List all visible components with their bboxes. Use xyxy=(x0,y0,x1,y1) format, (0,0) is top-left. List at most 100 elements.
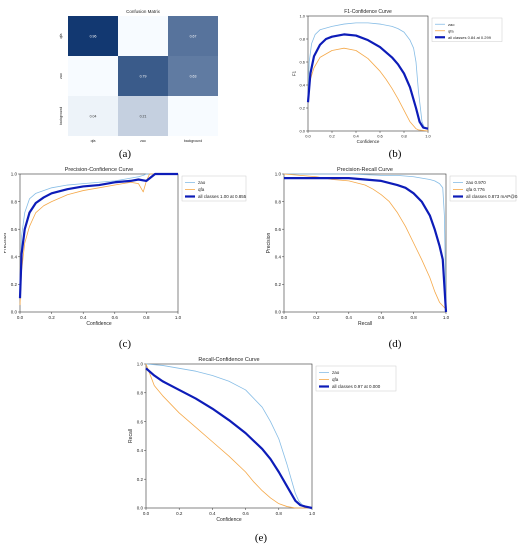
chart-title: Precision-Recall Curve xyxy=(337,167,393,173)
x-tick-label: 0.2 xyxy=(48,315,55,320)
legend-entry: zao xyxy=(332,370,340,375)
x-tick-label: 0.0 xyxy=(281,315,288,320)
x-tick-label: 0.2 xyxy=(176,511,183,516)
y-tick-label: 0.8 xyxy=(275,199,282,204)
chart-title: Recall-Confidence Curve xyxy=(198,357,259,363)
y-tick-label: 0.0 xyxy=(11,310,18,315)
x-axis-label: Recall xyxy=(358,321,372,327)
legend-box xyxy=(315,365,397,392)
series-line-zao xyxy=(145,363,313,509)
series-line-all xyxy=(145,367,313,510)
x-tick-label: 0.8 xyxy=(410,315,417,320)
heatmap-cell-value: 0.79 xyxy=(140,75,147,79)
y-axis-label: Precision xyxy=(4,233,8,254)
heatmap-x-label: background xyxy=(184,139,202,143)
legend-entry: all classes 1.00 at 0.855 xyxy=(198,194,247,199)
heatmap-y-label: background xyxy=(59,107,63,125)
y-tick-label: 0.8 xyxy=(11,199,18,204)
y-tick-label: 0.2 xyxy=(275,282,282,287)
legend-entry: all classes 0.84 at 0.299 xyxy=(448,35,492,40)
y-tick-label: 0.0 xyxy=(275,310,282,315)
y-tick-label: 0.6 xyxy=(299,60,305,65)
legend-entry: zao xyxy=(198,180,206,185)
legend-entry: qfa 0.776 xyxy=(466,187,485,192)
y-tick-label: 1.0 xyxy=(11,172,18,177)
heatmap-cell xyxy=(68,96,118,136)
heatmap-cell xyxy=(168,96,218,136)
series-line-zao xyxy=(284,173,447,313)
y-tick-label: 0.6 xyxy=(137,419,144,424)
x-tick-label: 0.4 xyxy=(80,315,87,320)
x-tick-label: 0.8 xyxy=(401,134,407,139)
plot-frame xyxy=(307,15,429,132)
caption-e: (e) xyxy=(254,532,268,544)
heatmap-cell-value: 0.96 xyxy=(90,35,97,39)
heatmap-cell-value: 0.21 xyxy=(140,115,147,119)
legend-entry: qfa xyxy=(448,28,454,33)
series-line-all xyxy=(306,33,429,130)
y-tick-label: 0.0 xyxy=(137,506,144,511)
heatmap-cell-value: 0.67 xyxy=(190,35,197,39)
x-tick-label: 0.6 xyxy=(378,315,385,320)
y-tick-label: 0.4 xyxy=(299,83,305,88)
y-tick-label: 0.8 xyxy=(137,390,144,395)
y-tick-label: 0.6 xyxy=(275,227,282,232)
heatmap-cell xyxy=(68,16,118,56)
y-tick-label: 0.2 xyxy=(137,477,144,482)
x-tick-label: 1.0 xyxy=(443,315,450,320)
e-plot: Recall-Confidence Curve 0.0 0.2 0.4 0.6 0.8 1.… xyxy=(128,357,397,523)
legend-entry: all classes 0.97 at 0.000 xyxy=(332,384,381,389)
x-tick-label: 0.4 xyxy=(209,511,216,516)
plot-frame xyxy=(19,173,179,313)
f1-confidence-panel: F1-Confidence Curve 0.0 0.2 0.4 0.6 0.8 1.0 0.0… xyxy=(286,6,508,146)
x-tick-label: 0.2 xyxy=(313,315,320,320)
heatmap-title: Confusion Matrix xyxy=(126,9,161,14)
x-tick-label: 0.0 xyxy=(17,315,24,320)
caption-b: (b) xyxy=(388,148,402,160)
x-tick-label: 0.0 xyxy=(305,134,311,139)
caption-c: (c) xyxy=(118,338,132,350)
chart-title: Precision-Confidence Curve xyxy=(65,167,133,173)
c-plot: Precision-Confidence Curve 0.0 0.2 0.4 0.6 0.… xyxy=(2,167,247,327)
confusion-matrix-panel: Confusion Matrix 0.96 0.67 0.79 0.63 0.04 0.21… xyxy=(28,6,244,146)
x-tick-label: 1.0 xyxy=(309,511,316,516)
plot-frame xyxy=(283,173,447,313)
chart-title: F1-Confidence Curve xyxy=(344,9,392,15)
x-tick-label: 1.0 xyxy=(175,315,182,320)
x-axis-label: Confidence xyxy=(86,321,112,327)
legend-box xyxy=(431,17,503,42)
y-tick-label: 0.2 xyxy=(11,282,18,287)
legend-entry: zao xyxy=(448,22,455,27)
y-tick-label: 0.8 xyxy=(299,37,305,42)
plot-frame xyxy=(145,363,313,509)
precision-confidence-panel: Precision-Confidence Curve 0.0 0.2 0.4 0.6 0.… xyxy=(2,164,252,334)
y-tick-label: 0.4 xyxy=(137,448,144,453)
heatmap-x-label: zao xyxy=(140,139,146,143)
heatmap-y-label: qfa xyxy=(59,34,63,39)
x-tick-label: 0.2 xyxy=(329,134,335,139)
y-axis-label: Precision xyxy=(266,233,272,254)
x-axis-label: Confidence xyxy=(357,139,380,144)
heatmap-cell xyxy=(68,56,118,96)
legend-entry: qfa xyxy=(332,377,339,382)
series-line-qfa xyxy=(19,173,178,306)
heatmap-y-label: zao xyxy=(59,73,63,79)
series-line-qfa xyxy=(145,363,312,509)
legend-entry: qfa xyxy=(198,187,205,192)
y-tick-label: 0.0 xyxy=(299,129,305,134)
recall-confidence-chart: Recall-Confidence Curve 0.0 0.2 0.4 0.6 0.8 1.… xyxy=(128,357,397,523)
series-line-qfa xyxy=(283,173,447,310)
y-tick-label: 0.4 xyxy=(11,254,18,259)
heatmap-plot: Confusion Matrix 0.96 0.67 0.79 0.63 0.04 0.21… xyxy=(59,9,244,143)
y-tick-label: 0.4 xyxy=(275,254,282,259)
x-tick-label: 0.6 xyxy=(242,511,249,516)
x-tick-label: 0.4 xyxy=(353,134,359,139)
caption-a: (a) xyxy=(118,148,132,160)
heatmap-cell xyxy=(118,96,168,136)
caption-d: (d) xyxy=(388,338,402,350)
recall-confidence-panel: Recall-Confidence Curve 0.0 0.2 0.4 0.6 0.8 1.… xyxy=(126,352,398,528)
x-tick-label: 0.0 xyxy=(143,511,150,516)
y-tick-label: 1.0 xyxy=(275,172,282,177)
y-tick-label: 0.2 xyxy=(299,106,305,111)
series-line-zao xyxy=(19,173,178,288)
